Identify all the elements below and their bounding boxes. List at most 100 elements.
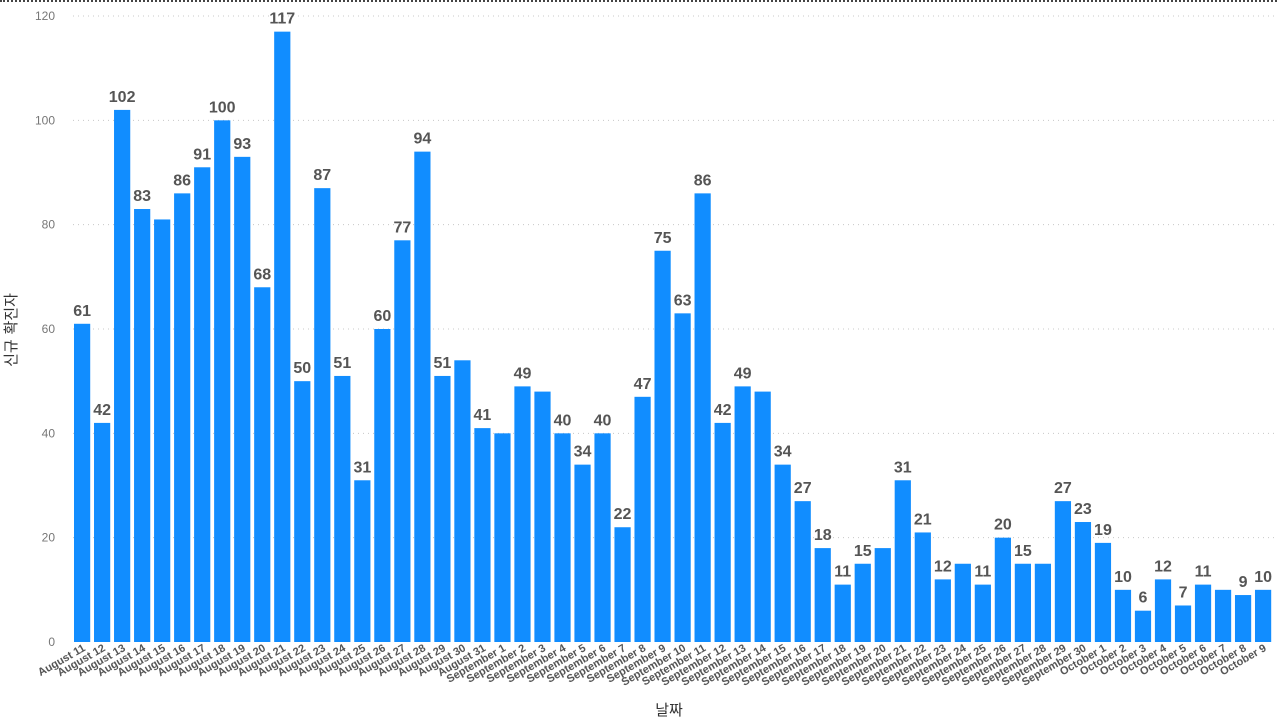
data-label: 31	[894, 459, 912, 476]
bar	[674, 313, 691, 642]
bar	[934, 579, 951, 642]
data-label: 91	[193, 146, 211, 163]
data-label: 15	[854, 543, 872, 560]
bar	[954, 563, 971, 642]
bar	[554, 433, 571, 642]
data-label: 117	[269, 11, 295, 28]
bar	[454, 360, 471, 642]
bar	[894, 480, 911, 642]
bar	[654, 250, 671, 642]
bar	[614, 527, 631, 642]
data-label: 11	[974, 564, 991, 581]
data-label: 40	[594, 412, 612, 429]
y-axis-title: 신규 확진자	[2, 293, 20, 367]
data-label: 51	[434, 355, 452, 372]
data-label: 31	[353, 459, 371, 476]
bar	[994, 537, 1011, 642]
bar	[874, 548, 891, 642]
top-border	[0, 0, 1277, 2]
bar	[434, 375, 451, 642]
bar	[974, 584, 991, 642]
gridlines	[73, 15, 1274, 539]
x-axis-title: 날짜	[655, 701, 683, 719]
data-label: 9	[1239, 574, 1248, 591]
data-label: 34	[774, 444, 792, 461]
data-label: 93	[233, 136, 251, 153]
bar	[634, 396, 651, 642]
data-label: 94	[413, 131, 431, 148]
bar	[774, 464, 791, 642]
data-label: 6	[1139, 590, 1148, 607]
bar	[534, 391, 551, 642]
data-label: 15	[1014, 543, 1032, 560]
bar	[214, 120, 231, 643]
data-label: 20	[994, 517, 1012, 534]
bar	[1034, 563, 1052, 642]
data-label: 40	[554, 412, 572, 429]
bar	[1014, 563, 1031, 642]
data-label: 77	[393, 219, 411, 236]
bar	[474, 428, 491, 642]
bar	[1094, 542, 1112, 642]
y-tick-label: 20	[42, 531, 56, 545]
y-tick-label: 80	[42, 218, 56, 232]
bar	[194, 167, 211, 643]
bar	[274, 31, 291, 642]
data-label: 10	[1254, 569, 1272, 586]
data-label: 19	[1094, 522, 1112, 539]
data-label: 27	[794, 480, 812, 497]
data-label: 102	[109, 89, 136, 106]
bar	[414, 151, 431, 642]
bar	[734, 386, 751, 642]
bar	[1254, 589, 1272, 642]
bar	[134, 209, 151, 642]
data-label: 23	[1074, 501, 1092, 518]
bar	[114, 109, 131, 642]
data-label: 27	[1054, 480, 1072, 497]
y-tick-label: 120	[35, 9, 55, 23]
data-label: 87	[313, 167, 331, 184]
data-label: 75	[654, 230, 672, 247]
bar	[1234, 595, 1252, 642]
bar	[1074, 522, 1092, 642]
data-label: 12	[934, 558, 952, 575]
data-label: 10	[1114, 569, 1132, 586]
bar	[594, 433, 611, 642]
data-label: 100	[209, 99, 236, 116]
data-label: 42	[93, 402, 111, 419]
data-label: 68	[253, 266, 271, 283]
data-label: 7	[1179, 584, 1188, 601]
bar	[174, 193, 191, 642]
y-axis-ticks: 0 20 40 60 80 100 120	[35, 9, 55, 649]
bar	[394, 240, 411, 643]
bar	[834, 584, 851, 642]
bar	[1214, 589, 1232, 642]
data-label: 86	[173, 172, 191, 189]
data-label: 86	[694, 172, 712, 189]
data-label: 11	[834, 564, 851, 581]
bar	[854, 563, 871, 642]
data-label: 51	[333, 355, 351, 372]
bar	[94, 422, 111, 642]
bar	[1174, 605, 1192, 642]
bar	[154, 219, 171, 642]
y-tick-label: 0	[48, 635, 55, 649]
bar	[514, 386, 531, 642]
bar	[1194, 584, 1212, 642]
bar	[574, 464, 591, 642]
bar	[794, 501, 811, 642]
bar	[694, 193, 711, 642]
data-label: 60	[373, 308, 391, 325]
bar	[314, 188, 331, 642]
bar	[714, 422, 731, 642]
data-label: 63	[674, 292, 692, 309]
bars	[74, 31, 1272, 643]
y-tick-label: 60	[42, 322, 56, 336]
y-tick-label: 100	[35, 113, 55, 127]
data-label: 61	[73, 303, 91, 320]
data-label: 21	[914, 511, 932, 528]
bar	[354, 480, 371, 642]
bar	[294, 381, 311, 642]
